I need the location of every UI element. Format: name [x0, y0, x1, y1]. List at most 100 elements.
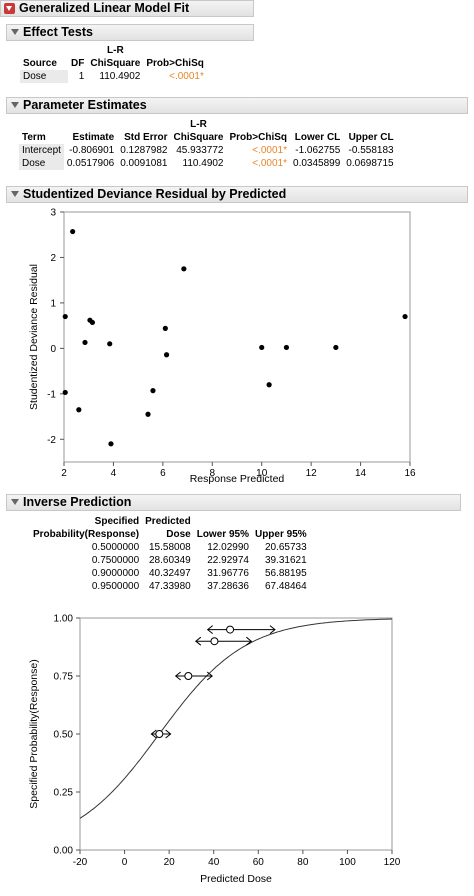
inverse-prediction-title: Inverse Prediction — [23, 495, 132, 509]
parameter-estimates-header[interactable]: Parameter Estimates — [6, 97, 468, 114]
y-tick-label: -2 — [47, 435, 56, 446]
cell: 1 — [78, 71, 85, 82]
row-label: Dose — [19, 157, 64, 170]
data-point[interactable] — [62, 313, 68, 320]
cell: 40.32497 — [149, 568, 191, 579]
data-point[interactable] — [283, 344, 290, 351]
y-tick-label: 0.50 — [54, 730, 74, 741]
data-point[interactable] — [333, 344, 339, 351]
inverse-prediction-header[interactable]: Inverse Prediction — [6, 494, 461, 511]
cell: 45.933772 — [176, 145, 224, 156]
cell: <.0001* — [252, 145, 288, 156]
data-point[interactable] — [210, 637, 219, 646]
disclosure-icon[interactable] — [11, 29, 19, 35]
col-lower-cl: Lower CL — [294, 132, 341, 143]
y-tick-label: 0.00 — [54, 846, 74, 857]
ci-upper-arrow — [246, 636, 253, 646]
cell: <.0001* — [169, 71, 204, 82]
disclosure-icon[interactable] — [11, 191, 19, 197]
col-upper95: Upper 95% — [254, 529, 307, 540]
data-point[interactable] — [184, 672, 193, 680]
col-prob: Prob>ChiSq — [146, 58, 204, 69]
col-lower95: Lower 95% — [196, 529, 249, 540]
data-point[interactable] — [82, 339, 88, 346]
red-triangle-menu-icon[interactable] — [4, 3, 15, 14]
x-tick-label: 100 — [339, 857, 356, 868]
ci-lower-arrow — [150, 729, 157, 739]
disclosure-icon[interactable] — [11, 102, 19, 108]
cell: 0.7500000 — [91, 555, 140, 566]
data-point[interactable] — [155, 730, 164, 738]
cell: 28.60349 — [149, 555, 191, 566]
data-point[interactable] — [226, 625, 235, 634]
cell: 56.88195 — [264, 568, 307, 579]
data-point[interactable] — [259, 344, 265, 351]
plot-frame — [79, 617, 393, 851]
ci-lower-arrow — [206, 625, 213, 634]
inverse-prediction-plot[interactable]: -20 0 20 40 60 80 100 120 1.00 0.75 0.50 0.25 0.00 P… — [0, 606, 474, 896]
cell: 47.33980 — [149, 581, 191, 592]
y-tick-label: 1.00 — [54, 614, 74, 625]
lr-header: L-R — [190, 119, 207, 130]
parameter-estimates-title: Parameter Estimates — [23, 98, 147, 112]
ci-lower-arrow — [174, 671, 181, 681]
ci-upper-arrow — [206, 671, 213, 681]
table-row: Dose 0.0517906 0.0091081 110.4902 <.0001… — [19, 157, 397, 170]
x-tick-label: 0 — [122, 857, 128, 868]
disclosure-icon[interactable] — [11, 499, 19, 505]
col-chisquare: ChiSquare — [90, 58, 141, 69]
cell: 15.58008 — [149, 542, 191, 553]
logistic-curve — [79, 618, 393, 819]
col-specified: Specified — [94, 516, 140, 527]
report-title-bar[interactable]: Generalized Linear Model Fit — [0, 0, 254, 17]
data-point[interactable] — [402, 313, 408, 320]
data-point[interactable] — [108, 441, 114, 447]
y-tick-label: 0.75 — [54, 672, 74, 683]
cell: 22.92974 — [207, 555, 249, 566]
plot-frame — [63, 211, 411, 463]
cell: 31.96776 — [207, 568, 249, 579]
data-point[interactable] — [70, 228, 76, 235]
x-tick-label: 2 — [61, 468, 67, 479]
x-tick-label: 60 — [253, 857, 265, 868]
x-tick-label: 16 — [404, 468, 416, 479]
cell: 0.9500000 — [91, 581, 140, 592]
residual-plot-title: Studentized Deviance Residual by Predict… — [23, 187, 287, 201]
row-label: Dose — [20, 70, 68, 83]
ci-upper-arrow — [269, 625, 276, 634]
y-axis-label: Specified Probability(Response) — [28, 659, 40, 808]
effect-tests-header[interactable]: Effect Tests — [6, 24, 254, 41]
cell: 12.02990 — [207, 542, 249, 553]
data-point[interactable] — [181, 266, 187, 272]
data-point[interactable] — [76, 407, 82, 413]
col-chisquare: ChiSquare — [173, 132, 224, 143]
y-tick-label: 0 — [50, 344, 56, 355]
data-point[interactable] — [107, 341, 113, 347]
table-row: Intercept -0.806901 0.1287982 45.933772 … — [19, 144, 397, 157]
parameter-estimates-table: L-R Term Estimate Std Error ChiSquare Pr… — [19, 118, 397, 170]
effect-tests-title: Effect Tests — [23, 25, 93, 39]
data-point[interactable] — [89, 319, 96, 326]
data-point[interactable] — [266, 382, 272, 388]
col-term: Term — [22, 132, 46, 143]
x-tick-label: 14 — [355, 468, 367, 479]
x-tick-label: 12 — [306, 468, 318, 479]
y-axis-label: Studentized Deviance Residual — [28, 264, 40, 410]
y-tick-label: 2 — [50, 253, 56, 264]
data-point[interactable] — [62, 389, 68, 396]
x-tick-label: 20 — [164, 857, 176, 868]
col-upper-cl: Upper CL — [348, 132, 394, 143]
cell: 0.1287982 — [120, 145, 168, 156]
data-point[interactable] — [163, 352, 170, 358]
cell: 20.65733 — [264, 542, 307, 553]
data-point[interactable] — [162, 325, 168, 331]
data-point[interactable] — [145, 411, 151, 417]
x-axis-label: Response Predicted — [190, 473, 285, 485]
x-tick-label: 6 — [160, 468, 166, 479]
data-point[interactable] — [150, 388, 156, 394]
residual-plot-header[interactable]: Studentized Deviance Residual by Predict… — [6, 186, 468, 203]
x-tick-label: 80 — [297, 857, 309, 868]
y-tick-label: 3 — [50, 208, 56, 219]
col-source: Source — [23, 58, 57, 69]
